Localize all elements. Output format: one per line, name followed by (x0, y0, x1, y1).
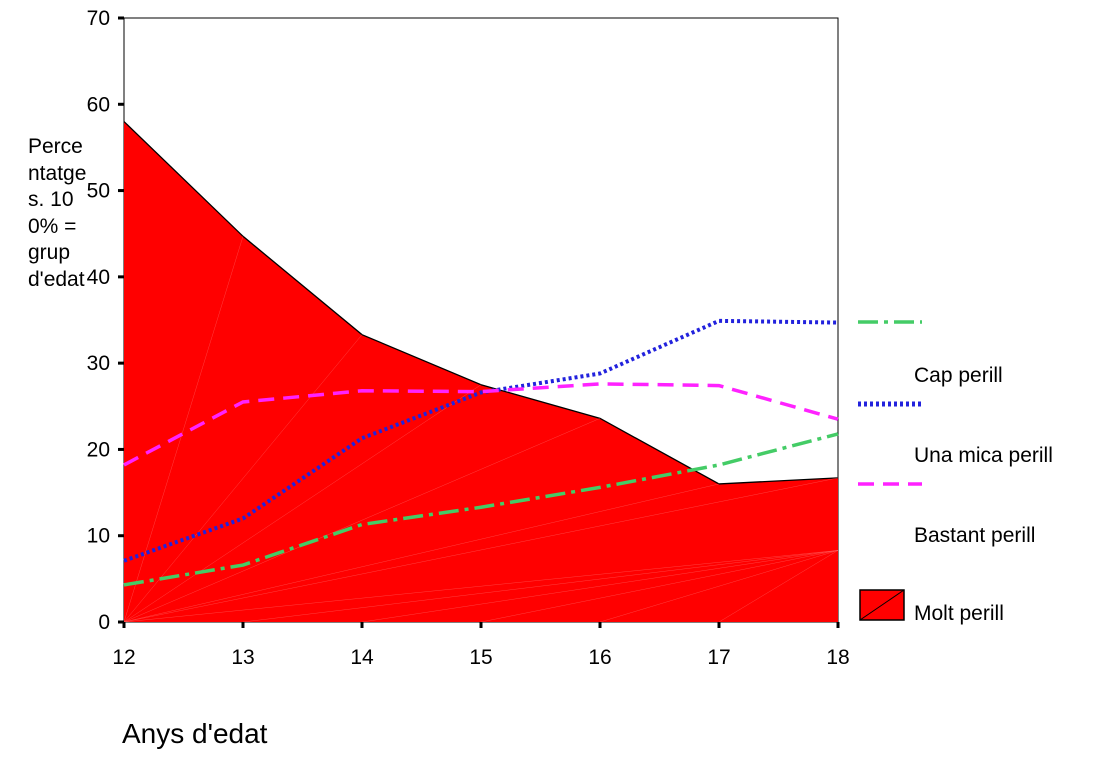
area-texture-line (718, 550, 839, 623)
area-texture-line (242, 550, 839, 623)
y-tick-label: 30 (87, 352, 110, 375)
x-tick-label: 16 (588, 646, 611, 669)
y-axis-label: Percentatges. 100% = grup d'edat (28, 135, 87, 291)
x-tick-label: 18 (826, 646, 849, 669)
area-texture-line (123, 550, 839, 623)
x-axis-label: Anys d'edat (122, 718, 268, 749)
series-line-bastant-perill (123, 382, 839, 467)
legend-swatch-molt-perill-slash (859, 589, 905, 621)
area-molt-perill (124, 121, 838, 623)
x-tick-label: 17 (707, 646, 730, 669)
area-texture-line (599, 550, 839, 623)
y-tick-label: 60 (87, 93, 110, 116)
x-tick-label: 12 (112, 646, 135, 669)
area-texture-line (123, 236, 244, 623)
series-line-una-mica-perill (123, 318, 839, 563)
area-texture-line (123, 477, 839, 623)
legend-label-bastant-perill: Bastant perill (914, 524, 1035, 547)
series-line-cap-perill (123, 432, 839, 587)
area-texture-line (123, 483, 720, 623)
x-tick-label: 15 (469, 646, 492, 669)
area-texture-line (123, 418, 601, 623)
y-tick-label: 40 (87, 266, 110, 289)
area-texture-line (480, 550, 839, 623)
legend-label-una-mica-perill: Una mica perill (914, 444, 1053, 467)
area-texture-line (123, 384, 482, 623)
y-tick-label: 10 (87, 525, 110, 548)
x-tick-label: 13 (231, 646, 254, 669)
y-tick-label: 70 (87, 7, 110, 30)
area-texture-line (361, 550, 839, 623)
legend-label-molt-perill: Molt perill (914, 602, 1004, 625)
x-tick-label: 14 (350, 646, 374, 669)
y-tick-label: 50 (87, 180, 110, 203)
y-tick-label: 0 (98, 611, 110, 634)
y-tick-label: 20 (87, 438, 110, 461)
legend-label-cap-perill: Cap perill (914, 364, 1003, 387)
area-texture-line (123, 334, 363, 623)
